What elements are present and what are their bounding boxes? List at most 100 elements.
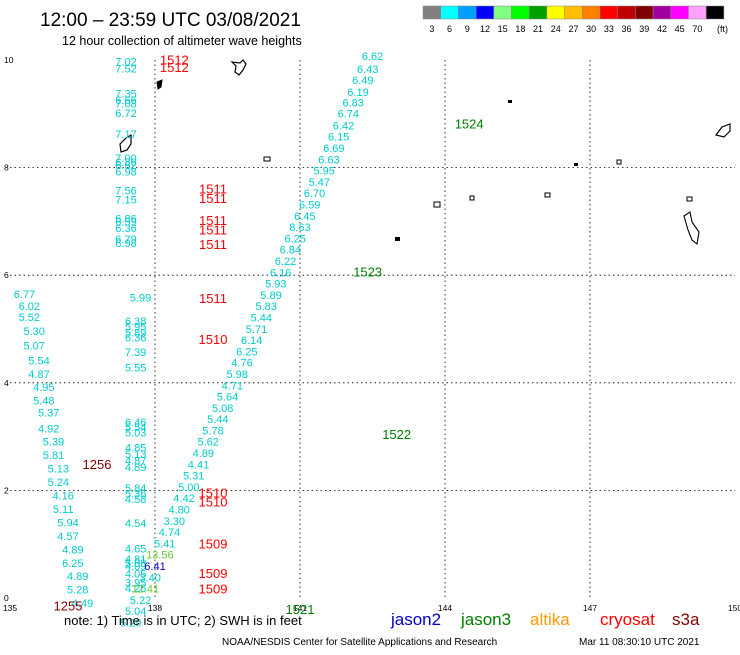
swh-value: 4.16: [52, 491, 73, 503]
swh-value: 5.99: [130, 293, 151, 305]
swh-value: 6.83: [342, 97, 363, 109]
swh-value: 7.02: [115, 56, 136, 68]
swh-value: 6.77: [14, 289, 35, 301]
swh-value: 5.83: [255, 301, 276, 313]
swh-value: 13.56: [146, 550, 174, 562]
swh-value: 4.41: [188, 459, 209, 471]
swh-value: 5.78: [202, 425, 223, 437]
island-palau: [119, 133, 132, 153]
swh-value: 7.52: [115, 63, 136, 75]
footer-timestamp: Mar 11 08:30:10 UTC 2021: [579, 637, 700, 648]
island-small-2: [263, 156, 271, 162]
islands: [119, 59, 731, 246]
color-bin-swatch: [705, 5, 725, 20]
pass-number: 1509: [199, 537, 228, 552]
graticule: [10, 60, 735, 598]
swh-value: 6.86: [115, 213, 136, 225]
satellite-legend-cryosat: cryosat: [600, 610, 655, 629]
swh-value: 5.95: [125, 322, 146, 334]
color-bin-swatch: [582, 5, 601, 20]
color-bin-label: 70: [692, 24, 702, 34]
pass-number: 1511: [199, 191, 227, 206]
pass-number: 1511: [199, 237, 227, 252]
swh-value: 12.41: [132, 584, 160, 596]
swh-value: 7.35: [115, 89, 136, 101]
swh-value: 4.92: [38, 423, 59, 435]
color-bin-label: 30: [586, 24, 596, 34]
swh-value: 6.36: [115, 223, 136, 235]
swh-value: 5.48: [33, 395, 54, 407]
pass-number: 1509: [199, 582, 228, 597]
swh-value: 6.42: [333, 120, 354, 132]
pass-number: 1511: [199, 222, 227, 237]
island-yap: [230, 59, 247, 76]
pass-number: 1255: [54, 598, 83, 613]
island-small-6: [469, 195, 475, 201]
swh-value: 5.47: [309, 177, 330, 189]
swh-value: 4.09: [125, 561, 146, 573]
color-bin-swatch: [511, 5, 530, 20]
island-small-1: [508, 100, 512, 103]
color-bin-label: 9: [465, 24, 470, 34]
color-scale-unit: (ft): [717, 24, 728, 34]
swh-value: 6.45: [294, 211, 315, 223]
swh-value: 3.40: [139, 572, 160, 584]
swh-value: 6.98: [115, 167, 136, 179]
island-chuuk-atoll: [714, 123, 731, 138]
swh-value: 5.54: [125, 422, 146, 434]
lon-tick-label: 141: [293, 603, 307, 613]
pass-number: 1510: [199, 485, 228, 500]
swh-value: 4.58: [125, 494, 146, 506]
swh-value: 5.30: [23, 326, 44, 338]
swh-value: 4.87: [28, 369, 49, 381]
swh-value: 5.07: [23, 340, 44, 352]
lat-tick-label: 4: [4, 378, 9, 388]
swh-value: 4.87: [125, 456, 146, 468]
pass-number: 1521: [286, 602, 315, 617]
pass-number: 1511: [199, 213, 227, 228]
swh-value: 4.74: [159, 527, 180, 539]
swh-value: 6.98: [115, 238, 136, 250]
swh-value: 7.15: [115, 195, 136, 207]
swh-value: 5.44: [251, 312, 272, 324]
island-small-7: [544, 192, 551, 198]
pass-number: 1511: [199, 181, 227, 196]
swh-value: 5.11: [53, 504, 74, 516]
pass-number: 1256: [83, 457, 112, 472]
swh-value: 5.71: [246, 324, 267, 336]
pass-number: 1512: [160, 60, 189, 75]
swh-value: 5.03: [125, 428, 146, 440]
swh-value: 5.81: [43, 450, 64, 462]
swh-value: 6.79: [115, 234, 136, 246]
color-bin-label: 33: [604, 24, 614, 34]
swh-value: 6.43: [357, 64, 378, 76]
pass-number: 1509: [199, 566, 228, 581]
color-bin-swatch: [670, 5, 689, 20]
island-small-8: [686, 196, 693, 202]
island-small-3: [574, 163, 578, 166]
swh-value: 6.36: [125, 332, 146, 344]
pass-number: 1524: [455, 116, 484, 131]
color-bin-swatch: [599, 5, 618, 20]
lon-tick-label: 147: [583, 603, 597, 613]
swh-value: 4.05: [125, 569, 146, 581]
island-small-9: [395, 237, 400, 241]
swh-value: 6.15: [328, 132, 349, 144]
color-bin-label: 15: [498, 24, 508, 34]
color-bin-label: 45: [675, 24, 685, 34]
color-bin-label: 42: [657, 24, 667, 34]
swh-value: 4.65: [125, 543, 146, 555]
color-bin-swatch: [422, 5, 441, 20]
swh-value: 4.89: [62, 544, 83, 556]
swh-value: 7.08: [115, 98, 136, 110]
island-small-4: [616, 159, 622, 165]
swh-value: 5.39: [43, 437, 64, 449]
swh-value: 7.00: [115, 153, 136, 165]
swh-value: 4.89: [125, 462, 146, 474]
swh-value: 7.56: [115, 186, 136, 198]
swh-value: 4.49: [72, 598, 93, 610]
swh-value: 6.02: [19, 301, 40, 313]
satellite-legend: jason2 jason3 altika cryosat s3a: [390, 610, 700, 629]
swh-value: 6.59: [115, 217, 136, 229]
